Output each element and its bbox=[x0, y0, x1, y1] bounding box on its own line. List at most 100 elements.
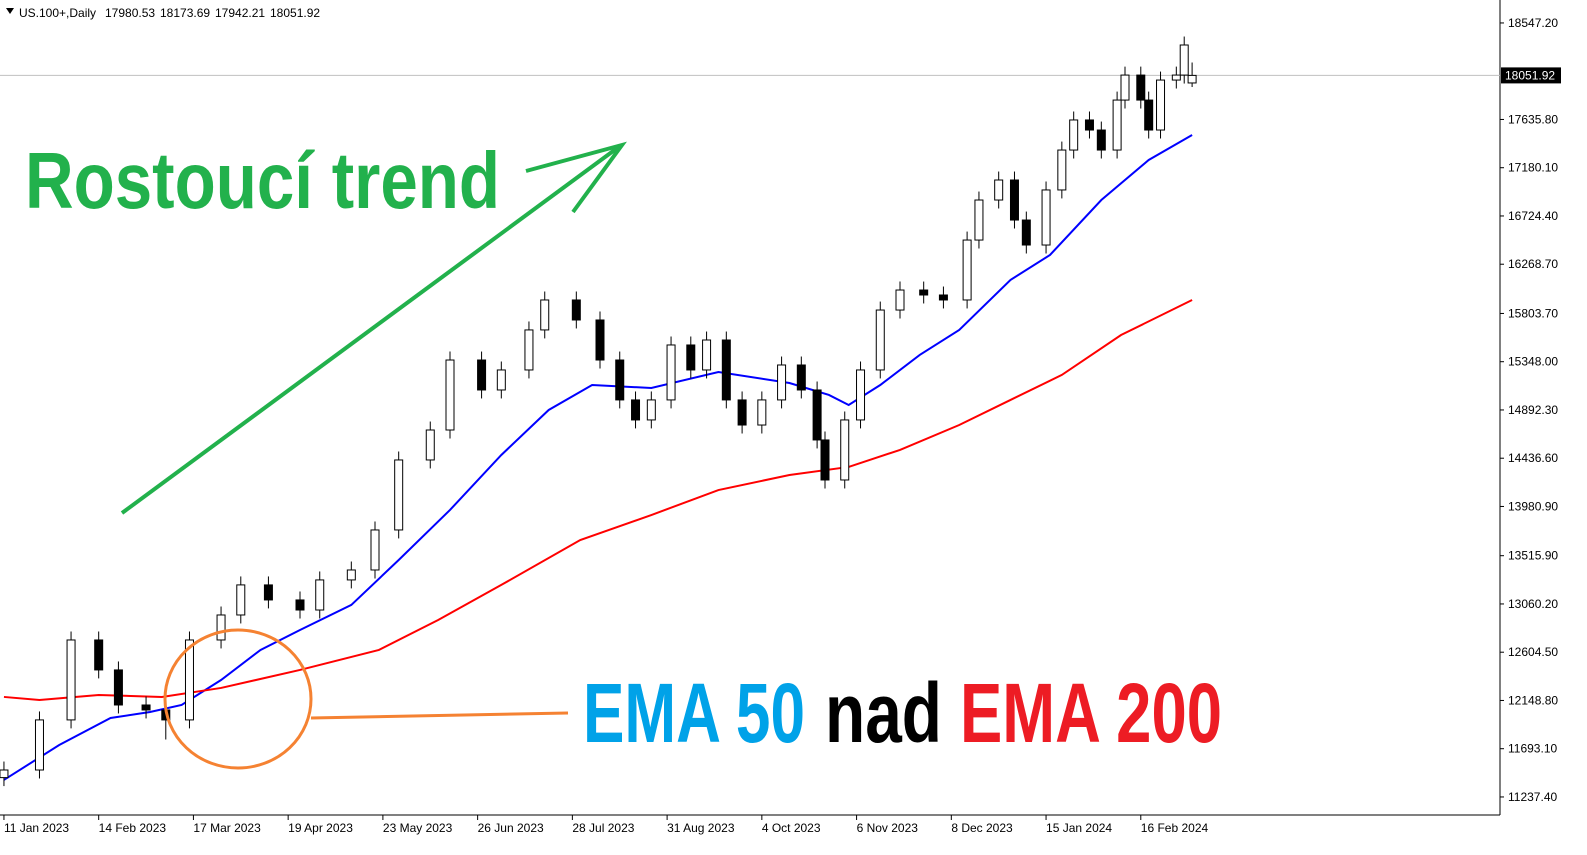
x-tick-label: 26 Jun 2023 bbox=[478, 821, 544, 835]
x-tick-label: 6 Nov 2023 bbox=[857, 821, 919, 835]
y-tick-label: 16724.40 bbox=[1508, 209, 1558, 223]
candle-body bbox=[1171, 74, 1181, 81]
candle-body bbox=[1057, 149, 1067, 191]
candle-body bbox=[1041, 189, 1051, 246]
candle-body bbox=[994, 179, 1004, 201]
y-tick-label: 17180.10 bbox=[1508, 161, 1558, 175]
candle-body bbox=[646, 399, 656, 421]
y-tick-label: 12604.50 bbox=[1508, 645, 1558, 659]
x-tick-label: 28 Jul 2023 bbox=[572, 821, 634, 835]
y-tick-label: 11237.40 bbox=[1508, 790, 1557, 804]
ema50-label: EMA 50 bbox=[583, 666, 805, 760]
candle-body bbox=[812, 389, 822, 441]
y-tick-label: 11693.10 bbox=[1508, 742, 1557, 756]
x-tick-label: 4 Oct 2023 bbox=[762, 821, 821, 835]
candle-body bbox=[875, 309, 885, 371]
candle-body bbox=[938, 294, 948, 301]
candle-body bbox=[346, 569, 356, 581]
candle-body bbox=[216, 614, 226, 641]
plot: 11237.40 11693.10 12148.80 12604.50 13060.20… bbox=[0, 16, 1561, 835]
crossover-pointer bbox=[310, 711, 569, 720]
candle-body bbox=[777, 364, 787, 401]
candle-body bbox=[236, 584, 246, 616]
trend-label: Rostoucí trend bbox=[25, 136, 500, 225]
candle-body bbox=[394, 459, 404, 531]
y-tick-label: 15803.70 bbox=[1508, 306, 1558, 320]
candle-body bbox=[1120, 74, 1130, 101]
candle-body bbox=[1069, 119, 1079, 151]
candle-body bbox=[974, 199, 984, 241]
x-tick-label: 8 Dec 2023 bbox=[951, 821, 1013, 835]
candle-body bbox=[113, 669, 123, 706]
candle-body bbox=[571, 299, 581, 321]
candle-body bbox=[1156, 79, 1166, 131]
x-tick-label: 16 Feb 2024 bbox=[1141, 821, 1209, 835]
candle-body bbox=[425, 429, 435, 461]
crossover-circle bbox=[163, 628, 313, 770]
candle-body bbox=[66, 639, 76, 721]
menu-triangle bbox=[6, 8, 14, 14]
x-tick-label: 31 Aug 2023 bbox=[667, 821, 735, 835]
y-tick-label: 13515.90 bbox=[1508, 549, 1558, 563]
ema200-label: EMA 200 bbox=[960, 666, 1222, 760]
candle-body bbox=[34, 719, 44, 771]
y-tick-label: 13060.20 bbox=[1508, 597, 1558, 611]
x-tick-label: 23 May 2023 bbox=[383, 821, 453, 835]
candle-body bbox=[631, 399, 641, 421]
y-tick-label: 12148.80 bbox=[1508, 693, 1558, 707]
candle-body bbox=[0, 769, 9, 779]
candle-body bbox=[1187, 74, 1197, 84]
candle-body bbox=[962, 239, 972, 301]
candle-body bbox=[666, 344, 676, 401]
x-tick-label: 19 Apr 2023 bbox=[288, 821, 353, 835]
candle-body bbox=[1021, 219, 1031, 246]
trend-arrow bbox=[120, 144, 622, 515]
candle-body bbox=[295, 599, 305, 611]
y-tick-label: 18547.20 bbox=[1508, 16, 1558, 30]
header-open: 17980.53 bbox=[105, 6, 155, 20]
candle-body bbox=[141, 704, 151, 711]
trend-arrow-head bbox=[525, 141, 627, 214]
candle-body bbox=[919, 289, 929, 296]
header-low: 17942.21 bbox=[215, 6, 265, 20]
x-tick-label: 15 Jan 2024 bbox=[1046, 821, 1112, 835]
candle-body bbox=[1136, 74, 1146, 101]
candle-body bbox=[1009, 179, 1019, 221]
candle-body bbox=[1144, 99, 1154, 131]
ema-line bbox=[3, 134, 1193, 781]
candle-body bbox=[1112, 99, 1122, 151]
candle-body bbox=[94, 639, 104, 671]
candle-body bbox=[1096, 129, 1106, 151]
candle-body bbox=[496, 369, 506, 391]
y-tick-label: 17635.80 bbox=[1508, 112, 1558, 126]
candle-body bbox=[315, 579, 325, 611]
candle-body bbox=[796, 364, 806, 391]
y-tick-label: 14436.60 bbox=[1508, 451, 1558, 465]
candle-body bbox=[686, 344, 696, 371]
nad-label: nad bbox=[825, 666, 942, 760]
candle-body bbox=[895, 289, 905, 311]
x-tick-label: 14 Feb 2023 bbox=[99, 821, 167, 835]
candle-body bbox=[856, 369, 866, 421]
candle-body bbox=[615, 359, 625, 401]
candle-body bbox=[702, 339, 712, 371]
candle-body bbox=[595, 319, 605, 361]
y-tick-label: 14892.30 bbox=[1508, 403, 1558, 417]
candle-body bbox=[540, 299, 550, 331]
symbol: US.100+,Daily bbox=[19, 6, 96, 20]
candle-body bbox=[524, 329, 534, 371]
candle-body bbox=[820, 439, 830, 481]
last-price-label: 18051.92 bbox=[1505, 68, 1555, 82]
candle-body bbox=[477, 359, 487, 391]
candle-body bbox=[1084, 119, 1094, 131]
header-high: 18173.69 bbox=[160, 6, 210, 20]
x-tick-label: 11 Jan 2023 bbox=[4, 821, 69, 835]
candle-body bbox=[370, 529, 380, 571]
candle-body bbox=[1179, 44, 1189, 76]
candle-body bbox=[263, 584, 273, 601]
candle-body bbox=[445, 359, 455, 431]
candle-body bbox=[840, 419, 850, 481]
candle-body bbox=[721, 339, 731, 401]
